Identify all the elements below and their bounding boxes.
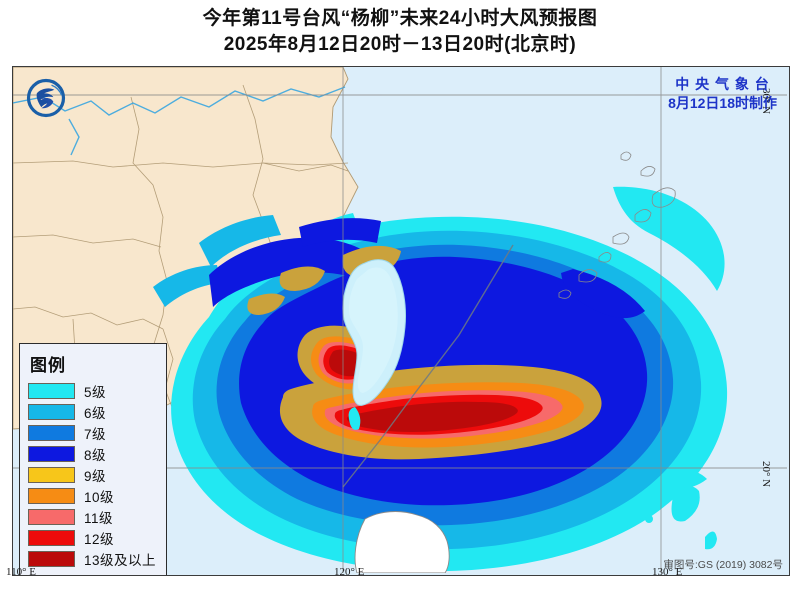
map-frame: 中 央 气 象 台 8月12日18时制作 审图号:GS (2019) 3082号… <box>12 66 790 576</box>
legend-title: 图例 <box>30 356 66 375</box>
legend-swatch-9 <box>28 466 75 483</box>
legend-item-9: 9级 <box>28 464 158 485</box>
taiwan-island <box>342 259 406 430</box>
legend-item-12: 12级 <box>28 527 158 548</box>
map-graphic <box>13 67 787 573</box>
legend-item-5: 5级 <box>28 380 158 401</box>
legend-swatch-5 <box>28 382 75 399</box>
legend-label-9: 9级 <box>84 468 107 484</box>
legend-swatch-13 <box>28 550 75 567</box>
legend-panel: 图例 5级 6级 7级 8级 <box>19 343 167 575</box>
legend-label-5: 5级 <box>84 384 107 400</box>
legend-label-8: 8级 <box>84 447 107 463</box>
axis-label-lon-110: 110° E <box>6 566 36 578</box>
legend-label-7: 7级 <box>84 426 107 442</box>
typhoon-track <box>342 244 514 488</box>
legend-swatch-8 <box>28 445 75 462</box>
wind-contour-level-13 <box>346 401 518 432</box>
page-title: 今年第11号台风“杨柳”未来24小时大风预报图 2025年8月12日20时－13… <box>0 6 800 58</box>
axis-label-lat-20: 20° N <box>760 461 772 488</box>
cma-issue-time: 8月12日18时制作 <box>668 95 777 111</box>
title-line-1: 今年第11号台风“杨柳”未来24小时大风预报图 <box>202 8 598 29</box>
legend-item-6: 6级 <box>28 401 158 422</box>
axis-label-lon-120: 120° E <box>334 566 365 578</box>
legend-item-10: 10级 <box>28 485 158 506</box>
map-canvas: 中 央 气 象 台 8月12日18时制作 审图号:GS (2019) 3082号… <box>13 67 789 575</box>
luzon-island <box>354 511 450 573</box>
legend-item-13: 13级及以上 <box>28 548 158 569</box>
legend-label-13: 13级及以上 <box>84 552 157 568</box>
legend-label-11: 11级 <box>84 510 114 526</box>
cma-issuer: 中 央 气 象 台 <box>675 76 770 92</box>
legend-label-12: 12级 <box>84 531 115 547</box>
legend-swatch-11 <box>28 508 75 525</box>
axis-label-lat-30: 30° N <box>760 88 772 115</box>
legend-item-11: 11级 <box>28 506 158 527</box>
wind-field-contours <box>101 186 728 572</box>
legend-swatch-10 <box>28 487 75 504</box>
cma-logo-icon <box>26 78 66 118</box>
legend-swatch-7 <box>28 424 75 441</box>
legend-swatch-12 <box>28 529 75 546</box>
legend-label-6: 6级 <box>84 405 107 421</box>
axis-label-lon-130: 130° E <box>652 566 683 578</box>
map-approval-number: 审图号:GS (2019) 3082号 <box>663 559 783 571</box>
legend-label-10: 10级 <box>84 489 115 505</box>
legend-swatch-6 <box>28 403 75 420</box>
cma-attribution: 中 央 气 象 台 8月12日18时制作 <box>668 75 777 113</box>
ryukyu-islands <box>558 151 676 299</box>
legend-item-7: 7级 <box>28 422 158 443</box>
legend-item-8: 8级 <box>28 443 158 464</box>
title-line-2: 2025年8月12日20时－13日20时(北京时) <box>223 34 577 55</box>
